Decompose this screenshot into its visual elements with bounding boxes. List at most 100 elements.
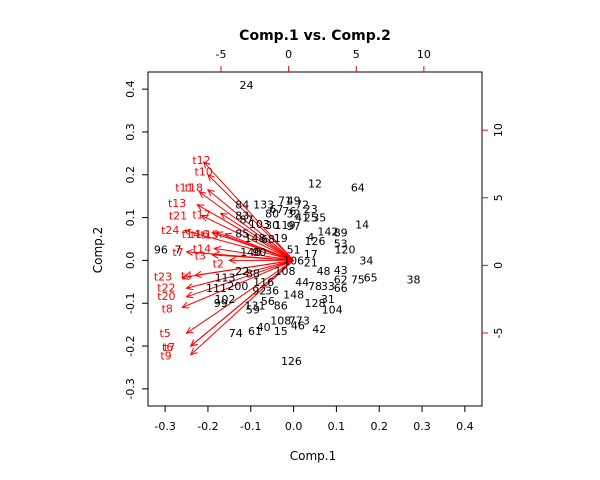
- observation-label: 120: [334, 244, 355, 257]
- observation-label: 30: [265, 219, 279, 232]
- variable-arrow: [201, 214, 294, 261]
- variable-label: t12: [192, 154, 210, 167]
- right-tick-label: 10: [492, 123, 505, 137]
- observation-label: 86: [274, 299, 288, 312]
- observation-label: 43: [334, 264, 348, 277]
- observation-label: 38: [406, 274, 420, 287]
- variable-arrowhead: [185, 326, 194, 334]
- variable-arrowhead: [185, 248, 194, 256]
- observation-label: 36: [265, 284, 279, 297]
- observation-label: 59: [246, 304, 260, 317]
- variable-arrow: [186, 259, 294, 334]
- variable-arrowhead: [185, 291, 194, 299]
- observation-label: 128: [305, 297, 326, 310]
- top-tick-label: 10: [417, 48, 431, 61]
- variable-label: t8: [162, 302, 173, 315]
- observation-label: 133: [253, 199, 274, 212]
- y-tick-label: -0.3: [124, 378, 137, 399]
- observation-label: 17: [304, 248, 318, 261]
- variable-label: t17: [192, 209, 210, 222]
- observation-label: 104: [322, 304, 343, 317]
- y-tick-label: 0.4: [124, 80, 137, 98]
- observation-label: 108: [270, 314, 291, 327]
- observation-label: 3: [303, 314, 310, 327]
- observation-label: 32: [287, 207, 301, 220]
- variable-arrowhead: [228, 256, 236, 264]
- variable-arrow: [207, 189, 294, 261]
- observation-label: 80: [265, 207, 279, 220]
- observation-label: 103: [249, 218, 270, 231]
- observation-label: 31: [321, 293, 335, 306]
- variable-label: t14: [193, 242, 211, 255]
- variable-label: t9: [160, 349, 171, 362]
- variable-arrowhead: [181, 273, 190, 281]
- observation-label: 64: [351, 182, 365, 195]
- observation-label: 14: [355, 218, 369, 231]
- observation-label: 44: [295, 276, 309, 289]
- observation-label: 89: [334, 227, 348, 240]
- observation-label: 56: [261, 295, 275, 308]
- variable-label: t15: [201, 229, 219, 242]
- observation-label: 200: [227, 280, 248, 293]
- x-tick-label: 0.0: [285, 420, 303, 433]
- variable-arrowhead: [189, 347, 198, 356]
- variable-label: t11: [175, 182, 193, 195]
- variable-arrow: [182, 259, 294, 279]
- variable-label: t4: [181, 269, 192, 282]
- variable-label: t10: [195, 165, 213, 178]
- observation-label: 42: [312, 323, 326, 336]
- observation-label: 34: [359, 254, 373, 267]
- observation-label: 72: [295, 199, 309, 212]
- observation-label: 40: [257, 321, 271, 334]
- observation-label: 84: [235, 199, 249, 212]
- observation-label: 96: [154, 244, 168, 257]
- observation-label: 131: [245, 299, 266, 312]
- observation-label: 92: [252, 284, 266, 297]
- observation-label: 33: [321, 280, 335, 293]
- observation-label: 41: [295, 212, 309, 225]
- variable-label: t24: [161, 224, 179, 237]
- variable-arrowhead: [198, 191, 207, 199]
- y-tick-label: 0.2: [124, 166, 137, 184]
- variable-arrowhead: [207, 189, 215, 197]
- right-tick-label: -5: [492, 327, 505, 338]
- observation-label: 23: [304, 203, 318, 216]
- observation-label: 7: [174, 244, 181, 257]
- observation-label: 35: [312, 212, 326, 225]
- observation-label: 113: [215, 272, 236, 285]
- variable-arrow: [224, 233, 294, 261]
- observation-label: 21: [304, 257, 318, 270]
- observation-label: 49: [287, 194, 301, 207]
- observation-label: 88: [246, 267, 260, 280]
- observation-label: 48: [317, 265, 331, 278]
- variable-arrowhead: [202, 161, 211, 169]
- variable-arrow: [220, 212, 294, 261]
- variable-label: t16: [191, 228, 209, 241]
- observation-label: 142: [317, 225, 338, 238]
- variable-arrowhead: [185, 283, 194, 291]
- observation-label: 148: [283, 289, 304, 302]
- variable-arrowhead: [196, 204, 205, 211]
- y-tick-label: 0.0: [124, 252, 137, 270]
- observation-label: 87: [239, 214, 253, 227]
- variable-arrow: [199, 191, 294, 261]
- observation-label: 19: [274, 232, 288, 245]
- observation-label: 24: [239, 79, 253, 92]
- observation-label: 66: [334, 282, 348, 295]
- observation-label: 126: [305, 235, 326, 248]
- variable-label: t21: [169, 209, 187, 222]
- top-tick-label: 5: [353, 48, 360, 61]
- y-axis-label: Comp.2: [91, 227, 105, 273]
- observation-label: 68: [261, 233, 275, 246]
- observation-label: 77: [289, 314, 303, 327]
- observation-label: 25: [304, 212, 318, 225]
- observation-label: 126: [281, 355, 302, 368]
- variable-arrow: [196, 204, 294, 261]
- x-tick-label: -0.3: [154, 420, 175, 433]
- variable-arrowhead: [181, 301, 190, 309]
- observation-label: 99: [214, 297, 228, 310]
- observation-label: 22: [235, 265, 249, 278]
- variable-arrow: [207, 174, 294, 261]
